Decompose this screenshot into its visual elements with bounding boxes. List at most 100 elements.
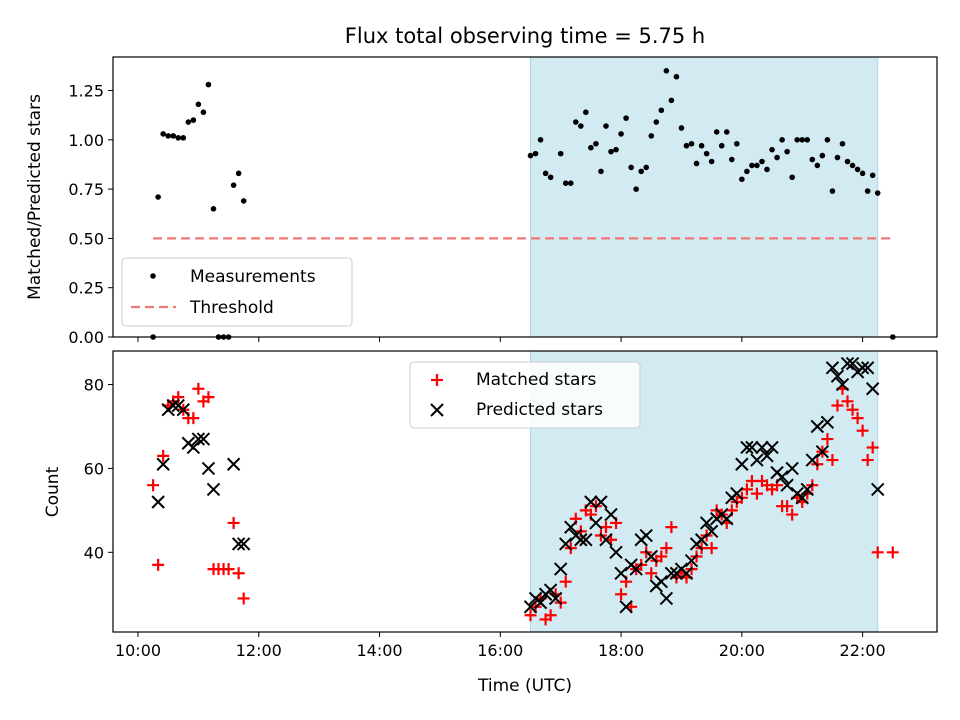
predicted-star-point: [604, 507, 618, 522]
predicted-star-point: [559, 537, 573, 551]
predicted-star-point: [659, 591, 674, 606]
measurement-point: [829, 188, 836, 194]
measurement-point: [648, 133, 655, 139]
bottom-y-tick-label: 80: [84, 376, 104, 395]
measurement-point: [240, 198, 247, 204]
measurement-point: [869, 172, 876, 179]
predicted-star-point: [720, 512, 734, 526]
measurement-point: [859, 170, 866, 177]
bottom-y-tick-label: 60: [84, 459, 104, 478]
top-y-tick-label: 0.50: [68, 229, 104, 248]
bottom-y-label: Count: [43, 466, 63, 517]
matched-star-point: [147, 479, 160, 492]
predicted-star-point: [156, 457, 170, 471]
legend-label-threshold: Threshold: [189, 298, 274, 318]
measurement-point: [593, 140, 599, 147]
predicted-star-point: [871, 482, 885, 497]
matched-star-point: [227, 516, 240, 529]
predicted-star-point: [699, 516, 714, 530]
matched-star-point: [599, 521, 612, 534]
predicted-star-point: [860, 361, 875, 375]
predicted-star-point: [679, 566, 694, 580]
predicted-star-point: [835, 377, 850, 392]
predicted-star-point: [760, 449, 774, 463]
matched-star-point: [826, 454, 839, 467]
predicted-star-points: [151, 356, 885, 614]
bottom-x-tick-label: 16:00: [477, 641, 523, 660]
measurement-point: [562, 180, 569, 186]
top-legend: Measurements Threshold: [121, 257, 353, 327]
measurement-point: [195, 101, 202, 108]
measurement-point: [557, 150, 564, 157]
predicted-star-point: [176, 403, 190, 417]
predicted-star-point: [564, 520, 578, 534]
measurement-point: [874, 190, 881, 196]
bottom-x-tick-label: 22:00: [840, 641, 886, 660]
matched-star-point: [222, 563, 235, 576]
top-y-tick-label: 0.00: [68, 328, 104, 347]
top-shaded-interval: [530, 56, 879, 338]
measurement-point: [734, 140, 740, 147]
measurement-point: [844, 158, 851, 165]
matched-star-point: [202, 391, 215, 404]
measurement-point: [804, 137, 811, 143]
bottom-y-axis: 40 60 80: [84, 376, 113, 562]
measurement-point: [623, 115, 629, 121]
measurement-point: [849, 162, 856, 169]
measurement-point: [809, 156, 816, 163]
top-y-tick-label: 0.75: [68, 180, 104, 199]
predicted-star-point: [694, 533, 709, 547]
matched-star-point: [871, 546, 884, 559]
measurement-point: [839, 140, 846, 147]
predicted-star-point: [750, 453, 764, 467]
measurement-point: [854, 166, 861, 173]
predicted-star-point: [589, 516, 603, 530]
predicted-star-point: [780, 478, 794, 492]
top-legend-box: [121, 257, 353, 327]
predicted-star-point: [664, 566, 679, 580]
predicted-star-point: [533, 595, 548, 610]
measurement-point: [628, 164, 634, 171]
predicted-star-point: [805, 453, 820, 467]
measurement-point: [633, 186, 639, 192]
predicted-star-point: [639, 528, 653, 543]
measurement-point: [190, 117, 197, 123]
matched-star-point: [745, 475, 758, 488]
predicted-star-point: [614, 566, 628, 580]
bottom-plot-frame: [112, 350, 938, 633]
measurement-point: [668, 97, 675, 104]
predicted-star-point: [236, 537, 251, 551]
predicted-star-point: [800, 482, 814, 497]
measurement-point: [185, 119, 192, 125]
measurement-point: [180, 135, 187, 141]
matched-star-point: [786, 508, 799, 521]
measurement-point: [567, 180, 574, 186]
legend-label-predicted: Predicted stars: [476, 400, 603, 420]
top-y-tick-label: 1.00: [68, 131, 104, 150]
measurement-point: [175, 135, 182, 141]
predicted-star-point: [810, 419, 825, 434]
measurement-point: [230, 182, 237, 188]
legend-predicted-marker: [430, 403, 444, 417]
predicted-star-point: [785, 461, 799, 476]
measurement-point: [673, 73, 680, 80]
matched-star-point: [152, 558, 165, 571]
predicted-star-point: [594, 495, 608, 509]
predicted-star-point: [599, 533, 613, 547]
measurement-point: [784, 148, 790, 155]
measurement-point: [603, 123, 609, 129]
measurement-point: [693, 160, 700, 167]
predicted-star-point: [231, 537, 246, 551]
measurement-point: [532, 150, 539, 157]
legend-matched-marker: [431, 374, 443, 386]
bottom-x-tick-label: 20:00: [719, 641, 765, 660]
measurement-point: [774, 154, 780, 161]
measurement-point: [205, 81, 212, 88]
bottom-y-tick-label: 40: [84, 543, 104, 562]
measurement-point: [663, 68, 670, 74]
measurement-point: [739, 176, 745, 183]
predicted-star-point: [609, 545, 623, 560]
measurement-point: [235, 170, 242, 177]
matched-star-point: [740, 483, 753, 496]
measurement-point: [759, 158, 765, 165]
